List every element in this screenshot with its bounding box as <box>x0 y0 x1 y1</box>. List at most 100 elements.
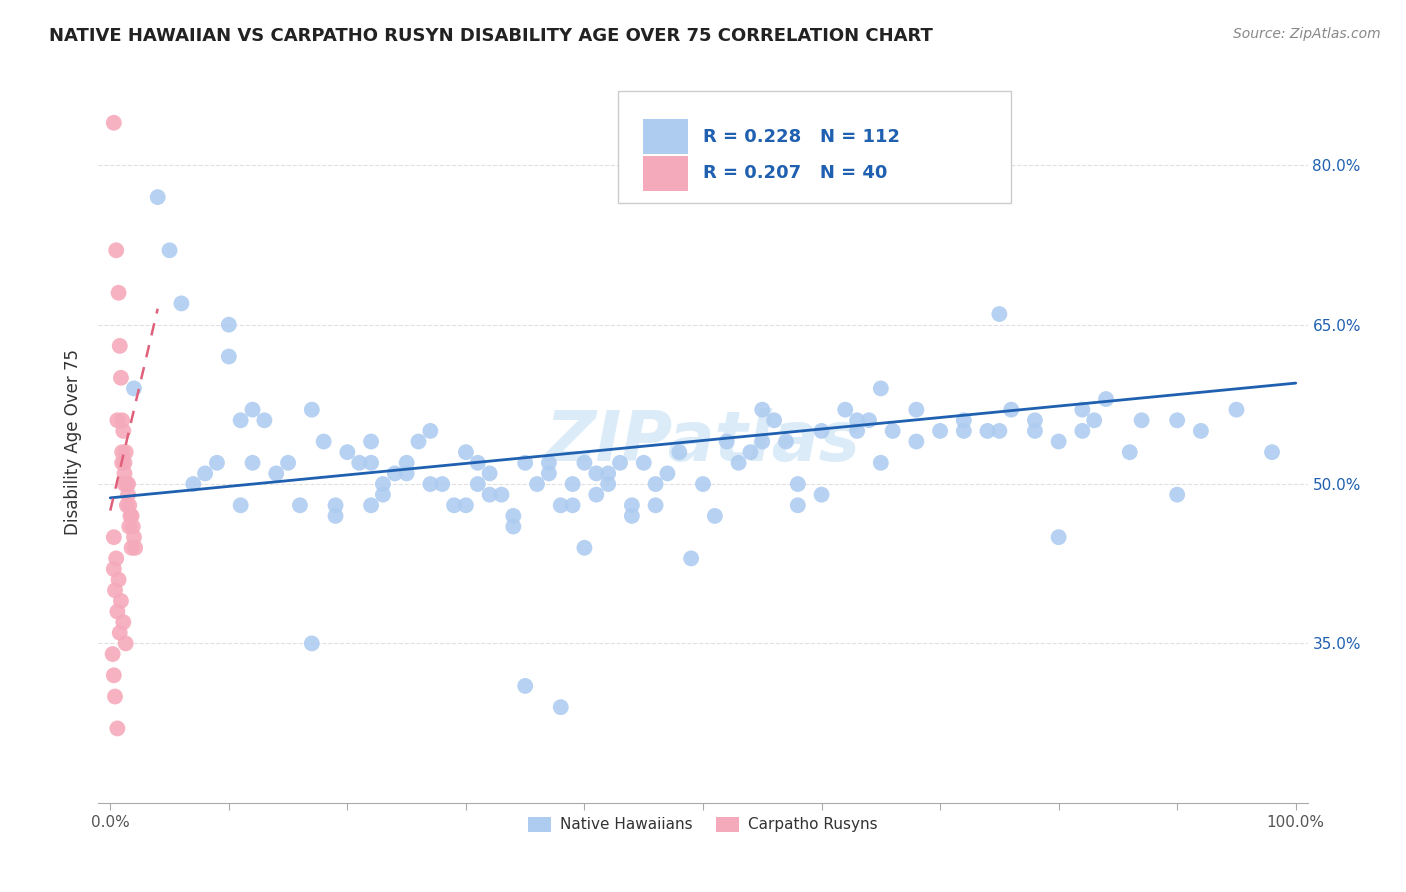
Point <box>574 456 596 470</box>
Point <box>121 541 143 555</box>
Point <box>834 402 856 417</box>
Point <box>108 625 131 640</box>
Point <box>194 467 217 481</box>
Point <box>159 244 181 258</box>
Point <box>115 477 138 491</box>
Point <box>467 456 489 470</box>
Bar <box>643 156 689 191</box>
Point <box>810 424 832 438</box>
Point <box>644 477 666 491</box>
Point <box>336 445 359 459</box>
Point <box>360 498 382 512</box>
Point <box>692 477 714 491</box>
Point <box>118 498 141 512</box>
Point <box>454 498 477 512</box>
Point <box>1083 413 1105 427</box>
Point <box>253 413 276 427</box>
Point <box>740 445 762 459</box>
Point <box>288 498 311 512</box>
Point <box>371 488 394 502</box>
Point <box>112 615 135 630</box>
Point <box>633 456 655 470</box>
Point <box>1071 402 1094 417</box>
Y-axis label: Disability Age Over 75: Disability Age Over 75 <box>65 349 83 534</box>
Point <box>1166 413 1188 427</box>
Text: NATIVE HAWAIIAN VS CARPATHO RUSYN DISABILITY AGE OVER 75 CORRELATION CHART: NATIVE HAWAIIAN VS CARPATHO RUSYN DISABI… <box>49 27 934 45</box>
Point <box>598 467 620 481</box>
Point <box>810 488 832 502</box>
Point <box>561 477 583 491</box>
FancyBboxPatch shape <box>619 91 1011 203</box>
Point <box>727 456 749 470</box>
Point <box>846 413 869 427</box>
Point <box>395 467 418 481</box>
Point <box>620 508 643 523</box>
Point <box>105 244 128 258</box>
Point <box>1000 402 1022 417</box>
Point <box>229 413 252 427</box>
Point <box>115 498 138 512</box>
Point <box>751 434 773 449</box>
Point <box>620 498 643 512</box>
Point <box>117 477 139 491</box>
Point <box>121 519 143 533</box>
Point <box>104 583 127 598</box>
Point <box>124 541 146 555</box>
Point <box>1071 424 1094 438</box>
Point <box>644 498 666 512</box>
Point <box>218 318 240 332</box>
Point <box>107 573 129 587</box>
Point <box>491 488 513 502</box>
Point <box>301 636 323 650</box>
Point <box>146 190 169 204</box>
Point <box>111 445 134 459</box>
Point <box>550 700 572 714</box>
Point <box>976 424 998 438</box>
Point <box>905 434 928 449</box>
Legend: Native Hawaiians, Carpatho Rusyns: Native Hawaiians, Carpatho Rusyns <box>522 811 884 838</box>
Point <box>301 402 323 417</box>
Point <box>1095 392 1118 406</box>
Point <box>751 402 773 417</box>
Point <box>585 467 607 481</box>
Text: R = 0.228   N = 112: R = 0.228 N = 112 <box>703 128 900 145</box>
Point <box>242 456 264 470</box>
Point <box>1047 434 1070 449</box>
Point <box>681 551 703 566</box>
Point <box>114 445 136 459</box>
Point <box>117 488 139 502</box>
Point <box>205 456 228 470</box>
Point <box>103 530 125 544</box>
Point <box>905 402 928 417</box>
Point <box>988 307 1011 321</box>
Point <box>114 636 136 650</box>
Point <box>716 434 738 449</box>
Point <box>122 530 145 544</box>
Point <box>229 498 252 512</box>
Point <box>419 424 441 438</box>
Point <box>882 424 904 438</box>
Point <box>408 434 430 449</box>
Point <box>657 467 679 481</box>
Point <box>111 413 134 427</box>
Point <box>550 498 572 512</box>
Point <box>103 668 125 682</box>
Point <box>598 477 620 491</box>
Point <box>929 424 952 438</box>
Point <box>952 424 974 438</box>
Point <box>537 456 560 470</box>
Point <box>988 424 1011 438</box>
Point <box>110 371 132 385</box>
Point <box>432 477 454 491</box>
Point <box>114 477 136 491</box>
Point <box>107 285 129 300</box>
Point <box>105 413 128 427</box>
Point <box>112 424 135 438</box>
Text: R = 0.207   N = 40: R = 0.207 N = 40 <box>703 164 887 182</box>
Point <box>1166 488 1188 502</box>
Point <box>703 508 725 523</box>
Point <box>277 456 299 470</box>
Point <box>384 467 406 481</box>
Point <box>478 467 501 481</box>
Point <box>360 434 382 449</box>
